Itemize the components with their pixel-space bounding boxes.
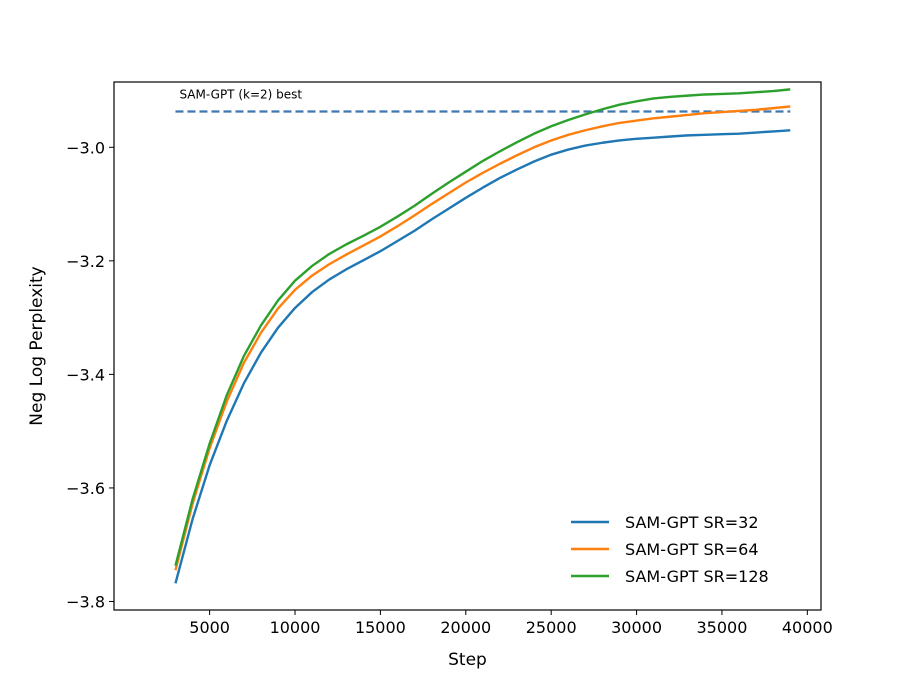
series-line-3 <box>174 88 791 567</box>
x-tick-label: 40000 <box>782 618 833 637</box>
y-axis-label: Neg Log Perplexity <box>27 266 47 425</box>
series-line-1 <box>174 129 791 584</box>
series-layer <box>174 88 791 584</box>
x-axis-label: Step <box>448 650 487 670</box>
y-axis: −3.8 −3.6 −3.4 −3.2 −3.0 <box>66 138 114 611</box>
legend: SAM-GPT SR=32 SAM-GPT SR=64 SAM-GPT SR=128 <box>571 513 769 586</box>
x-tick-label: 10000 <box>270 618 321 637</box>
y-tick-label: −3.0 <box>66 138 105 157</box>
x-tick-label: 20000 <box>440 618 491 637</box>
plot-area: SAM-GPT (k=2) best <box>174 88 791 584</box>
legend-label: SAM-GPT SR=128 <box>625 567 769 586</box>
x-tick-label: 35000 <box>696 618 747 637</box>
x-tick-label: 15000 <box>355 618 406 637</box>
x-tick-label: 5000 <box>189 618 230 637</box>
series-line-2 <box>174 105 791 571</box>
y-tick-label: −3.4 <box>66 365 105 384</box>
y-tick-label: −3.2 <box>66 252 105 271</box>
x-tick-label: 30000 <box>611 618 662 637</box>
y-tick-label: −3.8 <box>66 592 105 611</box>
axes-frame <box>113 81 822 611</box>
legend-label: SAM-GPT SR=64 <box>625 540 759 559</box>
x-axis: 5000 10000 15000 20000 25000 30000 35000 40000 <box>189 610 833 637</box>
x-tick-label: 25000 <box>526 618 577 637</box>
legend-label: SAM-GPT SR=32 <box>625 513 759 532</box>
reference-line-label: SAM-GPT (k=2) best <box>179 88 302 102</box>
y-tick-label: −3.6 <box>66 479 105 498</box>
